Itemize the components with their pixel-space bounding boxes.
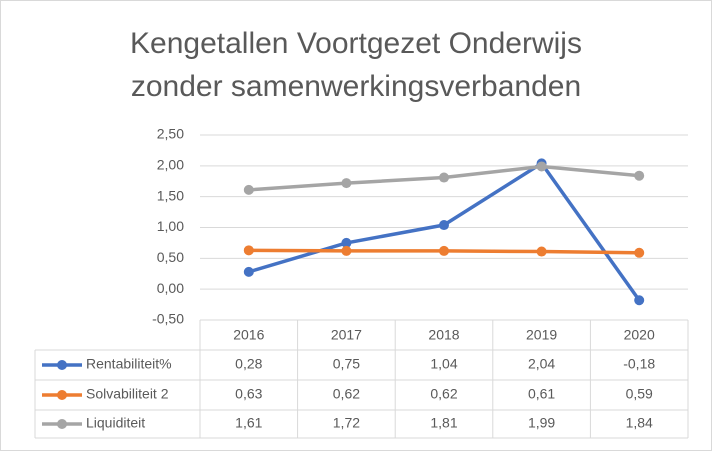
table-value: 0,28 bbox=[235, 356, 262, 372]
table-value: 1,84 bbox=[626, 415, 653, 431]
data-point bbox=[439, 172, 449, 183]
data-point bbox=[536, 246, 547, 257]
data-point bbox=[439, 245, 449, 256]
table-value: 0,63 bbox=[235, 386, 262, 402]
table-value: 0,75 bbox=[333, 356, 360, 372]
y-tick-label: 1,50 bbox=[157, 187, 184, 203]
x-tick-label: 2019 bbox=[526, 327, 557, 343]
table-value: 1,81 bbox=[430, 415, 457, 431]
table-value: 0,62 bbox=[333, 386, 360, 402]
table-value: 1,04 bbox=[430, 356, 457, 372]
table-value: 0,59 bbox=[626, 386, 653, 402]
chart-title: zonder samenwerkingsverbanden bbox=[131, 70, 581, 103]
y-tick-label: 1,00 bbox=[157, 218, 184, 234]
legend-label: Liquiditeit bbox=[86, 415, 145, 431]
table-value: 0,61 bbox=[528, 386, 555, 402]
data-point bbox=[634, 170, 645, 181]
data-point bbox=[341, 178, 352, 189]
table-value: 1,61 bbox=[235, 415, 262, 431]
table-value: -0,18 bbox=[623, 356, 655, 372]
table-value: 0,62 bbox=[430, 386, 457, 402]
legend-label: Solvabiliteit 2 bbox=[86, 386, 169, 402]
table-value: 1,72 bbox=[333, 415, 360, 431]
table-value: 1,99 bbox=[528, 415, 555, 431]
legend-marker bbox=[57, 419, 67, 429]
x-tick-label: 2018 bbox=[428, 327, 459, 343]
data-point bbox=[243, 184, 254, 195]
y-tick-label: 2,50 bbox=[157, 126, 184, 142]
data-point bbox=[439, 220, 449, 231]
data-point bbox=[243, 245, 254, 256]
chart-title: Kengetallen Voortgezet Onderwijs bbox=[130, 27, 582, 60]
legend-marker bbox=[57, 390, 67, 400]
x-tick-label: 2016 bbox=[233, 327, 264, 343]
y-tick-label: -0,50 bbox=[152, 311, 184, 327]
data-point bbox=[341, 237, 352, 248]
y-tick-label: 0,50 bbox=[157, 249, 184, 265]
y-tick-label: 2,00 bbox=[157, 157, 184, 173]
y-tick-label: 0,00 bbox=[157, 280, 184, 296]
data-point bbox=[243, 266, 254, 277]
legend-marker bbox=[57, 360, 67, 370]
data-point bbox=[536, 161, 547, 172]
data-point bbox=[634, 295, 645, 306]
data-point bbox=[341, 245, 352, 256]
legend-label: Rentabiliteit% bbox=[86, 356, 172, 372]
data-point bbox=[634, 247, 645, 258]
table-value: 2,04 bbox=[528, 356, 555, 372]
x-tick-label: 2020 bbox=[624, 327, 655, 343]
x-tick-label: 2017 bbox=[331, 327, 362, 343]
